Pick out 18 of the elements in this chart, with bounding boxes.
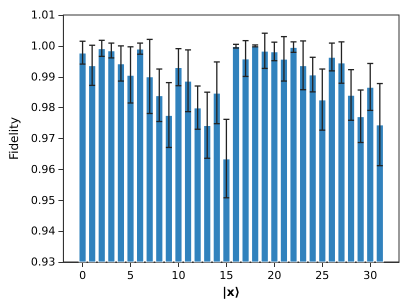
y-tick-label: 0.93 [30,256,56,268]
x-tick-label: 30 [363,269,378,282]
x-axis-title: |x⟩ [222,285,240,299]
x-tick-label: 10 [171,269,186,282]
x-tick-label: 25 [315,269,330,282]
y-tick-label: 0.99 [30,70,56,84]
y-tick-label: 1.00 [30,39,56,52]
y-axis-title: Fidelity [7,117,21,160]
y-tick-label: 1.01 [30,8,56,22]
y-tick-label: 0.97 [30,132,56,145]
y-tick-label: 0.98 [30,101,56,114]
y-tick-label: 0.96 [30,162,56,176]
x-tick-label: 0 [79,269,86,282]
x-tick-label: 20 [267,269,282,282]
x-tick-label: 15 [219,269,234,282]
x-tick-label: 5 [127,269,134,282]
y-tick-label: 0.95 [30,194,56,207]
y-tick-label: 0.94 [30,224,56,238]
